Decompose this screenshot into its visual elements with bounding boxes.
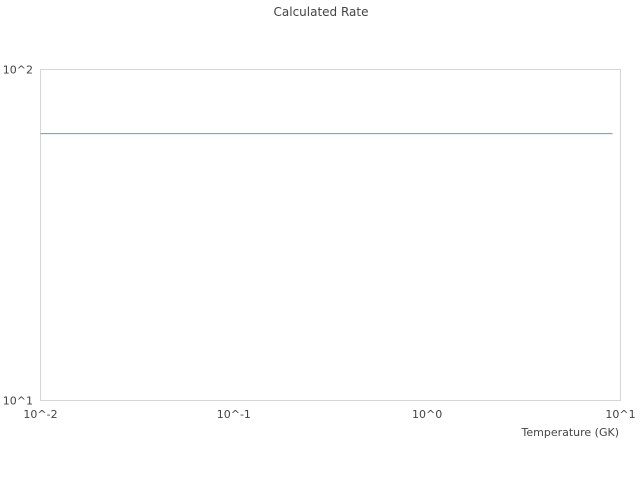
x-tick-label: 10^1 [605,408,635,421]
y-tick-label: 10^1 [3,395,33,408]
plot-area [40,69,621,401]
x-tick-label: 10^0 [412,408,442,421]
x-axis-label: Temperature (GK) [521,426,620,439]
x-tick-label: 10^-2 [23,408,57,421]
x-tick-label: 10^-1 [217,408,251,421]
y-tick-label: 10^2 [3,64,33,77]
chart-title: Calculated Rate [274,5,369,19]
